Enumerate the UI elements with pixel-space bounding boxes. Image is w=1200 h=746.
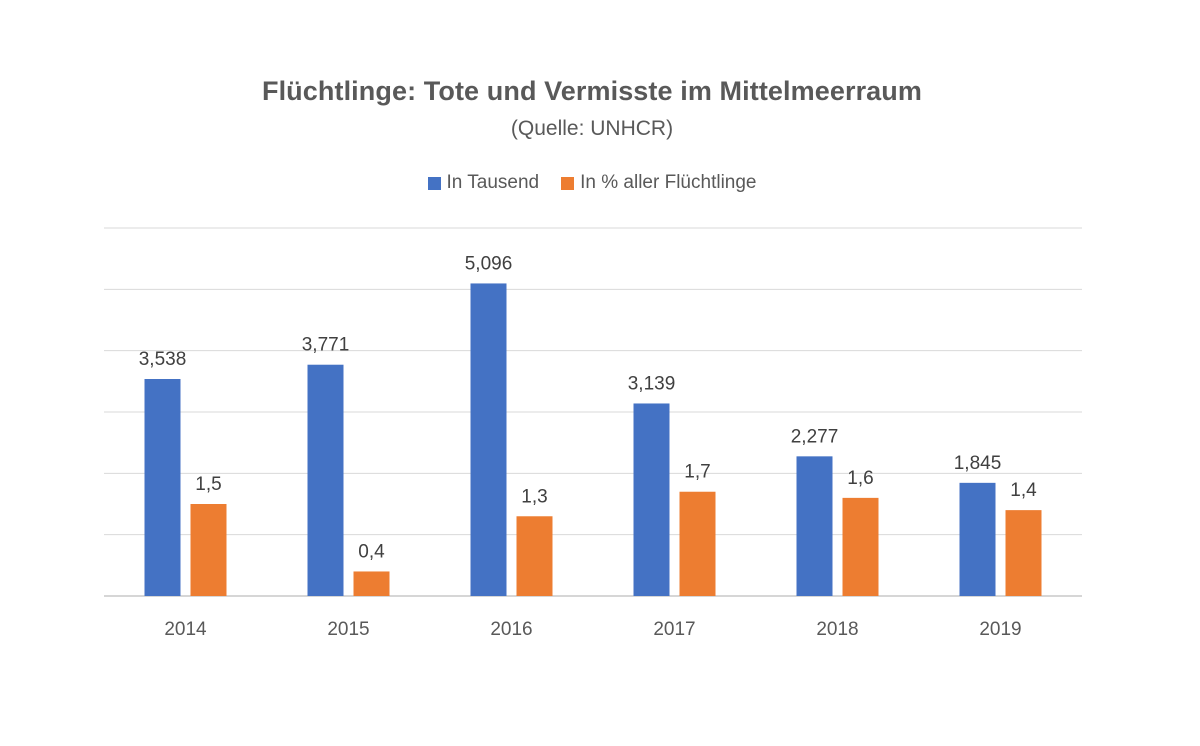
bar-in-prozent (679, 491, 716, 596)
data-label: 1,6 (847, 468, 873, 489)
data-label: 3,771 (302, 335, 350, 356)
data-label: 3,139 (628, 373, 676, 394)
x-tick-label: 2015 (327, 619, 369, 640)
bar-in-tausend (796, 456, 833, 596)
legend-swatch-in-tausend (427, 176, 441, 190)
x-tick-label: 2017 (653, 619, 695, 640)
data-label: 1,7 (684, 462, 710, 483)
bar-in-prozent (516, 516, 553, 596)
data-label: 1,4 (1010, 480, 1037, 501)
bar-in-tausend (959, 482, 996, 596)
legend-item-in-tausend: In Tausend (427, 172, 540, 194)
legend-label-in-prozent: In % aller Flüchtlinge (580, 172, 757, 193)
x-tick-label: 2014 (164, 619, 207, 640)
legend-item-in-prozent: In % aller Flüchtlinge (561, 172, 757, 194)
bar-in-tausend (144, 379, 181, 596)
bar-in-prozent (842, 497, 879, 596)
x-tick-label: 2016 (490, 619, 532, 640)
data-label: 1,845 (954, 453, 1002, 474)
bar-in-prozent (1005, 510, 1042, 596)
bar-in-tausend (307, 364, 344, 596)
bar-in-prozent (190, 504, 227, 596)
data-label: 0,4 (358, 541, 385, 562)
chart-subtitle: (Quelle: UNHCR) (510, 117, 674, 140)
bar-in-tausend (470, 283, 507, 596)
x-tick-label: 2018 (816, 619, 858, 640)
legend-label-in-tausend: In Tausend (446, 172, 540, 193)
chart-legend: In Tausend In % aller Flüchtlinge (0, 172, 1184, 194)
data-label: 5,096 (465, 253, 513, 274)
x-tick-label: 2019 (979, 619, 1021, 640)
bar-in-tausend (633, 403, 670, 596)
data-label: 3,538 (139, 349, 187, 370)
legend-swatch-in-prozent (561, 176, 575, 190)
data-label: 1,5 (195, 474, 221, 495)
data-label: 1,3 (521, 486, 547, 507)
bar-in-prozent (353, 571, 390, 596)
data-label: 2,277 (791, 426, 839, 447)
chart-title: Flüchtlinge: Tote und Vermisste im Mitte… (261, 76, 923, 106)
